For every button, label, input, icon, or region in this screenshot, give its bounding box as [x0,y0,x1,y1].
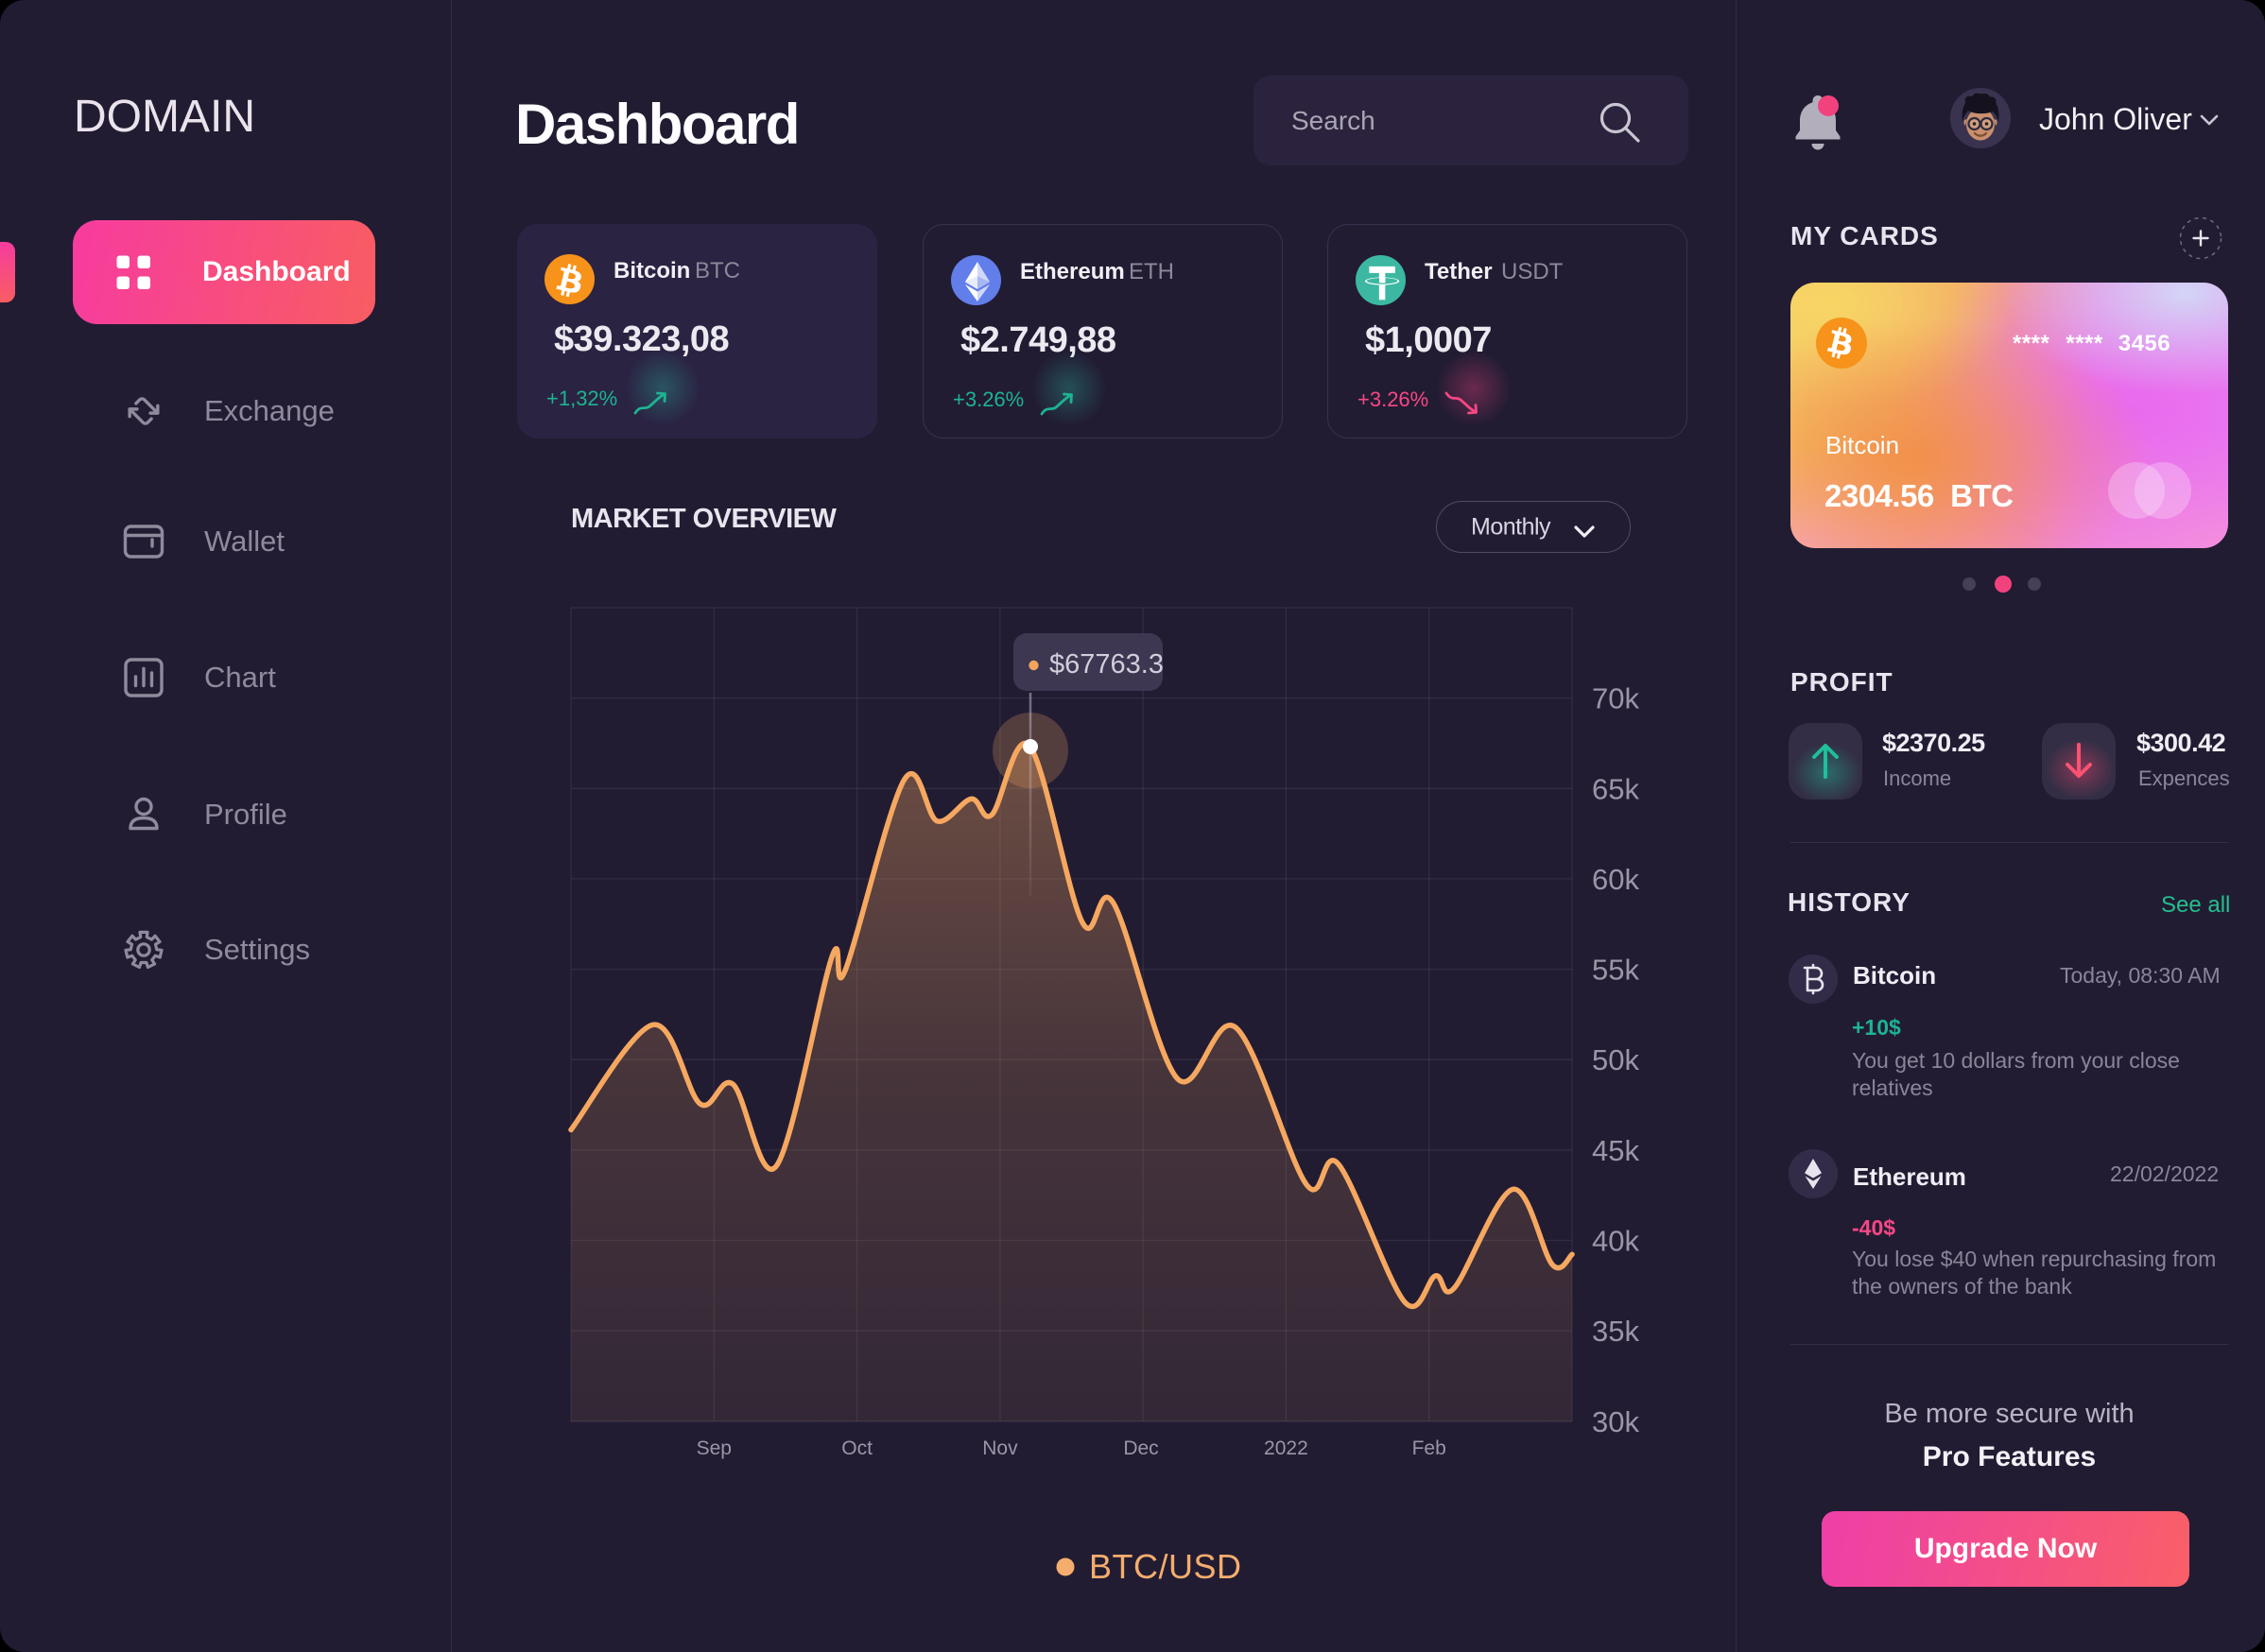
svg-text:50k: 50k [1592,1043,1639,1076]
svg-text:Nov: Nov [982,1437,1018,1459]
svg-text:Feb: Feb [1412,1437,1446,1459]
svg-text:35k: 35k [1592,1315,1639,1348]
svg-text:Sep: Sep [697,1437,732,1459]
svg-text:70k: 70k [1592,682,1639,715]
svg-text:Dec: Dec [1123,1437,1158,1459]
svg-text:30k: 30k [1592,1405,1639,1438]
svg-text:60k: 60k [1592,863,1639,896]
svg-text:Oct: Oct [841,1437,873,1459]
svg-text:$67763.3: $67763.3 [1049,649,1164,680]
svg-text:55k: 55k [1592,954,1639,987]
svg-text:2022: 2022 [1264,1437,1308,1459]
svg-text:40k: 40k [1592,1225,1639,1258]
svg-text:45k: 45k [1592,1134,1639,1167]
svg-text:65k: 65k [1592,772,1639,805]
svg-text:BTC/USD: BTC/USD [1089,1547,1242,1586]
